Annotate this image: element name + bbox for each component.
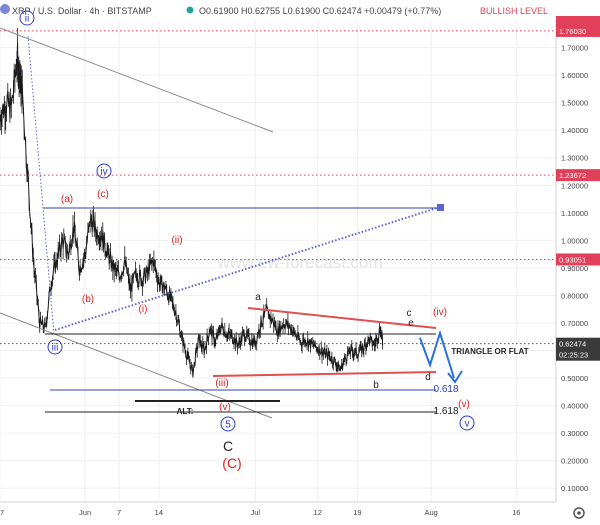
wave-label: 1.618 — [433, 406, 458, 417]
time-axis[interactable]: 17 Jun 7 14 Jul 12 19 Aug 16 — [0, 501, 556, 517]
y-tick-label: 1.10000 — [561, 209, 588, 218]
wave-label: 0.618 — [433, 384, 458, 395]
x-tick-label: Jun — [79, 508, 91, 517]
wave-label: b — [373, 380, 379, 391]
y-tick-label: 1.30000 — [561, 154, 588, 163]
wave-label: (v) — [219, 402, 231, 413]
countdown-label: 02:25:23 — [559, 351, 588, 360]
bullish-level-label: BULLISH LEVEL — [480, 6, 548, 16]
x-tick-label: 16 — [512, 508, 520, 517]
wave-i-dotted-line — [27, 35, 55, 335]
wave-label-circled: 5 — [225, 420, 231, 431]
x-tick-label: 17 — [0, 508, 4, 517]
triangle-upper-line — [247, 307, 437, 329]
level-tag — [556, 169, 600, 182]
x-tick-label: 7 — [117, 508, 121, 517]
y-tick-label: 0.30000 — [561, 429, 588, 438]
triangle-lower-line — [212, 371, 437, 377]
wave-label-C-red: (C) — [222, 455, 241, 471]
y-tick-label: 0.50000 — [561, 374, 588, 383]
level-tag-label: 1.76030 — [559, 27, 586, 36]
y-tick-label: 1.50000 — [561, 99, 588, 108]
wave-label-circled: iv — [100, 167, 107, 178]
ohlc-values: O0.61900 H0.62755 L0.61900 C0.62474 +0.0… — [199, 6, 441, 16]
y-tick-label: 0.10000 — [561, 484, 588, 493]
x-tick-label: 19 — [353, 508, 361, 517]
x-tick-label: Jul — [251, 508, 261, 517]
wave-label: a — [255, 292, 261, 303]
y-tick-label: 1.70000 — [561, 44, 588, 53]
level-tag-label: 1.23672 — [559, 171, 586, 180]
y-tick-label: 0.90000 — [561, 264, 588, 273]
symbol-logo-icon — [0, 4, 10, 14]
projection-zigzag — [419, 329, 455, 379]
trend-line-handle[interactable] — [437, 204, 444, 211]
wave-lines — [0, 27, 556, 419]
wave-label: (b) — [82, 294, 94, 305]
wave-label: (v) — [458, 399, 470, 410]
wave-label-circled: v — [465, 419, 470, 430]
level-tag — [556, 253, 600, 266]
top-level-tag-bg — [556, 16, 600, 28]
wave-label: (c) — [97, 189, 109, 200]
y-tick-label: 0.70000 — [561, 319, 588, 328]
wave-label: (iii) — [215, 378, 228, 389]
watermark: www.ew-forecast.com — [216, 253, 382, 272]
y-tick-label: 0.40000 — [561, 402, 588, 411]
y-tick-label: 0.80000 — [561, 291, 588, 300]
y-tick-label: 1.20000 — [561, 181, 588, 190]
y-tick-label: 0.20000 — [561, 457, 588, 466]
wave-label: d — [425, 372, 431, 383]
wave-circle — [220, 416, 236, 432]
wave-label: ALT: — [177, 407, 194, 416]
wave-label: c — [407, 308, 412, 319]
wave-circle — [96, 163, 112, 179]
wave-label: (iv) — [433, 307, 447, 318]
wave-label: (i) — [139, 304, 148, 315]
y-tick-label: 1.00000 — [561, 236, 588, 245]
symbol-title: XRP / U.S. Dollar · 4h · BITSTAMP — [12, 6, 152, 16]
wave-circle — [47, 339, 63, 355]
current-price-label: 0.62474 — [559, 340, 586, 349]
chart-header: XRP / U.S. Dollar · 4h · BITSTAMP O0.619… — [0, 4, 548, 16]
settings-gear-icon[interactable] — [573, 507, 585, 519]
wave-labels: (a) (c) (b) (ii) (i) (iii) (iv) (v) (v) a b c d e ALT:… — [19, 10, 529, 471]
wave-label: TRIANGLE OR FLAT — [451, 347, 528, 356]
wave-label: (a) — [61, 194, 73, 205]
wave-label-C-black: C — [223, 438, 233, 454]
wave-label-circled: iii — [52, 343, 59, 354]
x-tick-label: Aug — [425, 508, 438, 517]
level-tag-label: 0.93051 — [559, 255, 586, 264]
wave-label: (ii) — [171, 235, 182, 246]
wave-circle — [19, 10, 35, 26]
wave-label-circled: ii — [25, 14, 29, 25]
y-tick-label: 1.60000 — [561, 71, 588, 80]
price-axis[interactable]: USD1.700001.600001.500001.400001.300001.… — [555, 16, 600, 502]
price-series — [0, 28, 384, 378]
x-tick-label: 12 — [314, 508, 322, 517]
wave-label: e — [408, 318, 414, 329]
wave-circle — [459, 415, 475, 431]
current-price-tag — [556, 337, 600, 361]
y-tick-label: 1.40000 — [561, 126, 588, 135]
channel-lower-line — [0, 312, 273, 419]
x-tick-label: 14 — [155, 508, 163, 517]
market-status-icon — [186, 6, 194, 14]
channel-upper-line — [0, 27, 274, 133]
blue-trend-line — [54, 206, 441, 331]
price-line — [0, 45, 384, 377]
projection-arrow-icon — [447, 370, 463, 384]
